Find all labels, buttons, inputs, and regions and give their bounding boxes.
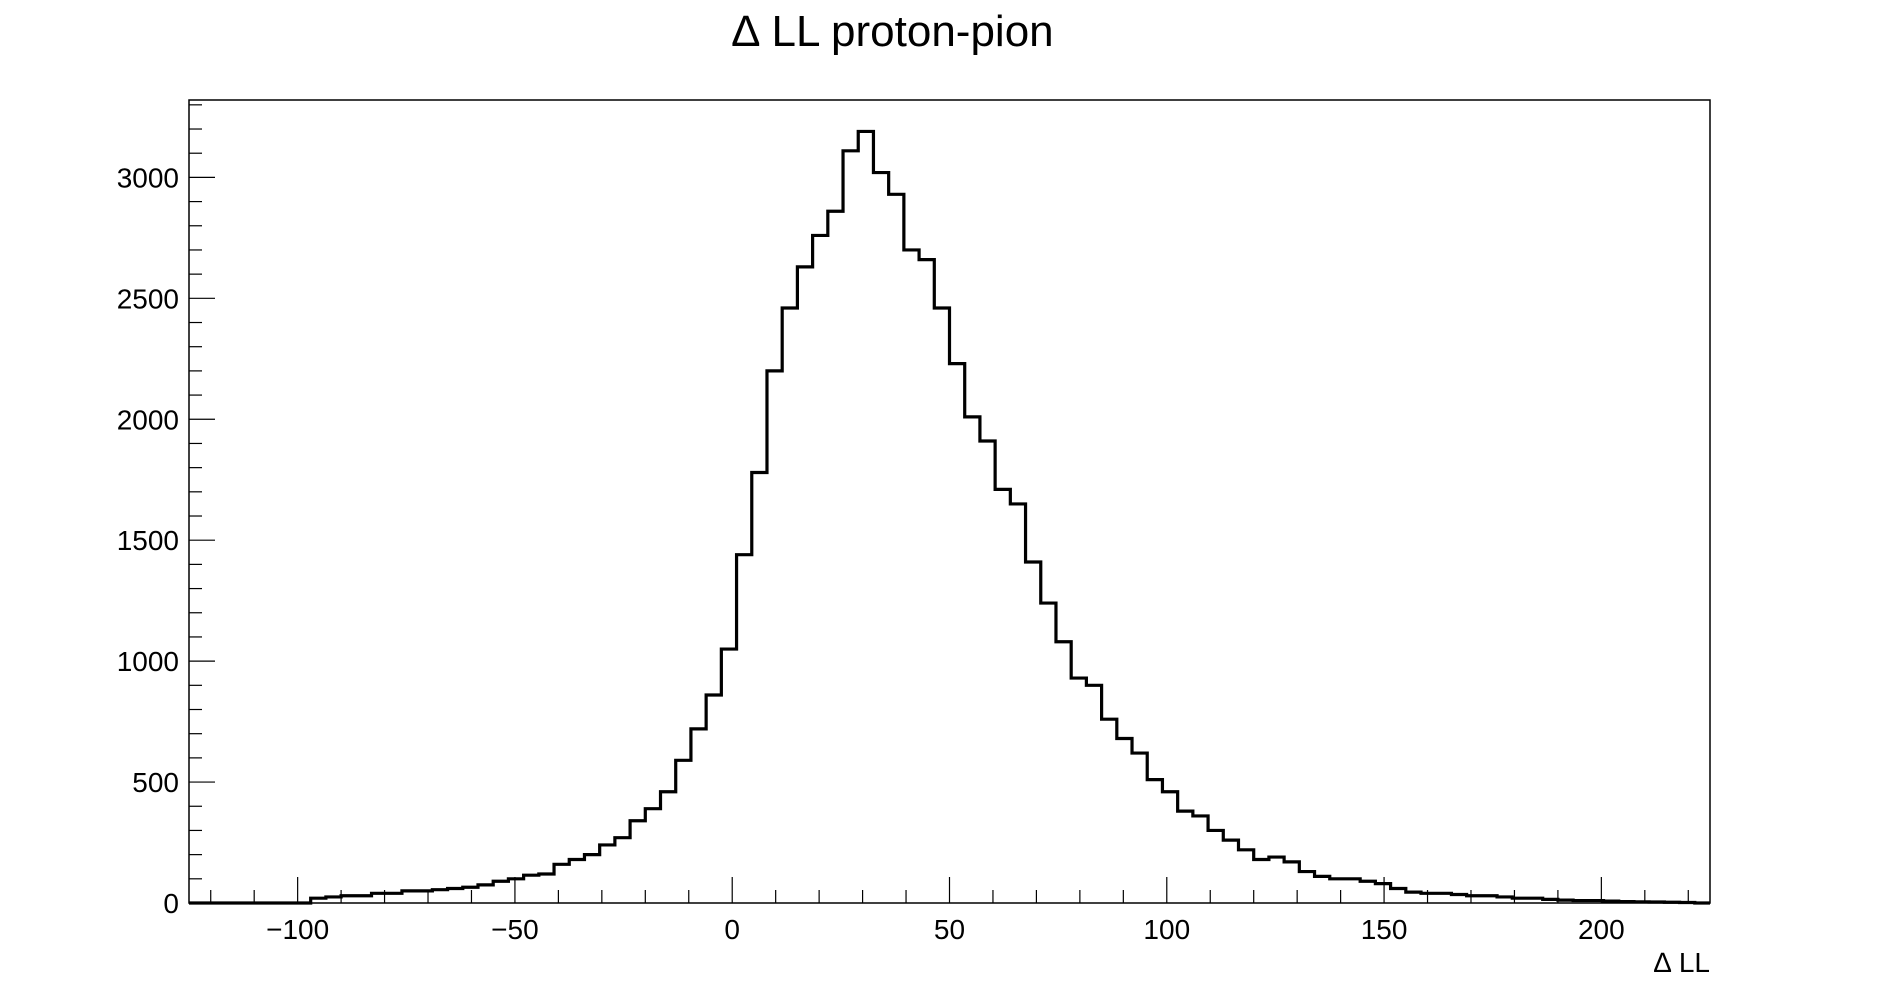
histogram-bin xyxy=(1071,678,1086,903)
x-tick-label: 100 xyxy=(1143,914,1190,945)
histogram-bin xyxy=(858,131,873,903)
histogram-bin xyxy=(737,555,752,903)
histogram-bins xyxy=(311,131,1695,903)
histogram-bin xyxy=(873,173,888,903)
histogram-bin xyxy=(1330,879,1345,903)
x-tick-label: −100 xyxy=(266,914,329,945)
y-axis: 0 500 1000 1500 2000 2500 3000 xyxy=(117,104,215,919)
y-tick-label: 500 xyxy=(132,767,179,798)
histogram-bin xyxy=(843,151,858,903)
histogram-bin xyxy=(1162,792,1177,903)
histogram-bin xyxy=(767,371,782,903)
histogram-bin xyxy=(417,891,432,903)
histogram-bin xyxy=(1026,562,1041,903)
histogram-bin xyxy=(493,881,508,903)
y-tick-label: 2000 xyxy=(117,404,179,435)
x-axis: −100 −50 0 50 100 150 200 xyxy=(210,877,1689,945)
histogram-bin xyxy=(1147,780,1162,903)
histogram-bin xyxy=(828,211,843,903)
histogram-bin xyxy=(1193,816,1208,903)
x-tick-label: 50 xyxy=(934,914,965,945)
y-tick-label: 1000 xyxy=(117,646,179,677)
x-axis-title: ∆ LL xyxy=(1654,947,1710,978)
histogram-bin xyxy=(478,885,493,903)
x-tick-label: −50 xyxy=(491,914,539,945)
histogram-bin xyxy=(721,649,736,903)
x-tick-label: 150 xyxy=(1361,914,1408,945)
x-tick-label: 0 xyxy=(724,914,740,945)
histogram-bin xyxy=(1254,859,1269,903)
histogram-bin xyxy=(1117,739,1132,903)
histogram-bin xyxy=(797,267,812,903)
histogram-bin xyxy=(889,194,904,903)
histogram-bin xyxy=(1041,603,1056,903)
histogram-bin xyxy=(524,875,539,903)
histogram-bin xyxy=(569,859,584,903)
histogram-bin xyxy=(904,250,919,903)
histogram-bin xyxy=(508,879,523,903)
histogram-bin xyxy=(1406,892,1421,903)
histogram-bin xyxy=(1315,876,1330,903)
histogram-bin xyxy=(1102,719,1117,903)
histogram-bin xyxy=(1086,685,1101,903)
histogram-bin xyxy=(919,260,934,903)
histogram-bin xyxy=(584,855,599,903)
histogram-bin xyxy=(1269,857,1284,903)
histogram-bin xyxy=(676,760,691,903)
histogram-bin xyxy=(1178,811,1193,903)
histogram-bin xyxy=(463,887,478,903)
histogram-bin xyxy=(980,441,995,903)
x-tick-label: 200 xyxy=(1578,914,1625,945)
histogram-bin xyxy=(1132,753,1147,903)
histogram-bin xyxy=(1223,840,1238,903)
histogram-bin xyxy=(1345,879,1360,903)
histogram-bin xyxy=(1010,504,1025,903)
y-tick-label: 2500 xyxy=(117,283,179,314)
histogram-bin xyxy=(402,891,417,903)
histogram-bin xyxy=(752,472,767,903)
histogram-bin xyxy=(539,874,554,903)
histogram-bin xyxy=(1056,642,1071,903)
histogram-outline xyxy=(189,129,1710,905)
chart-title: ∆ LL proton-pion xyxy=(732,7,1053,56)
histogram-bin xyxy=(950,364,965,903)
histogram-bin xyxy=(1360,881,1375,903)
histogram-bin xyxy=(448,888,463,903)
histogram-bin xyxy=(432,890,447,903)
histogram-bin xyxy=(630,821,645,903)
histogram-bin xyxy=(934,308,949,903)
y-tick-label: 0 xyxy=(163,888,179,919)
histogram-bin xyxy=(1299,872,1314,903)
histogram-bin xyxy=(1238,850,1253,903)
histogram-bin xyxy=(706,695,721,903)
histogram-bin xyxy=(661,792,676,903)
y-tick-label: 3000 xyxy=(117,162,179,193)
histogram-bin xyxy=(782,308,797,903)
histogram-bin xyxy=(813,235,828,903)
y-tick-label: 1500 xyxy=(117,525,179,556)
histogram-bin xyxy=(1375,884,1390,903)
histogram-bin xyxy=(691,729,706,903)
plot-frame xyxy=(188,99,1711,904)
histogram-bin xyxy=(615,838,630,903)
histogram-bin xyxy=(965,417,980,903)
histogram-bin xyxy=(554,864,569,903)
histogram-bin xyxy=(995,489,1010,903)
histogram-bin xyxy=(645,809,660,903)
histogram-bin xyxy=(1391,888,1406,903)
